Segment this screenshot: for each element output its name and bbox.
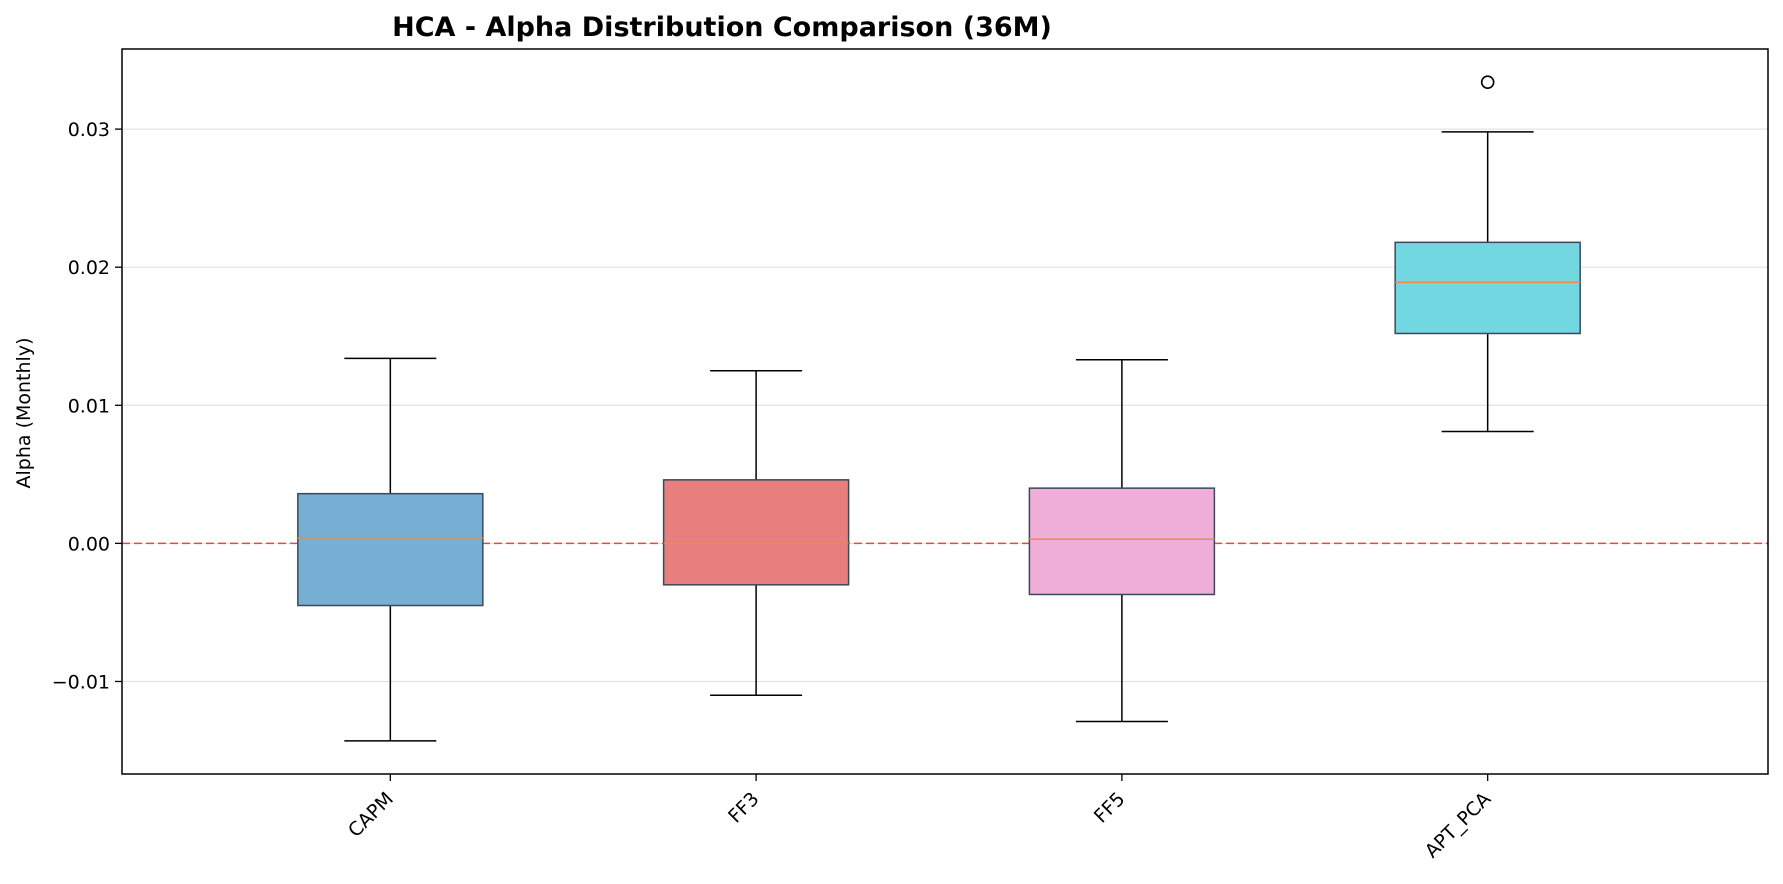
- chart-title: HCA - Alpha Distribution Comparison (36M…: [392, 12, 1052, 43]
- x-tick-label: CAPM: [344, 788, 398, 842]
- box-ff5: [1028, 358, 1216, 723]
- y-tick-label: −0.01: [52, 671, 110, 693]
- iqr-box: [1394, 241, 1581, 335]
- y-tick-label: 0.01: [68, 395, 110, 417]
- x-tick-label: FF5: [1090, 788, 1130, 828]
- iqr-box: [297, 492, 484, 607]
- x-tick-label: APT_PCA: [1421, 788, 1495, 862]
- y-tick-label: 0.02: [68, 257, 110, 279]
- y-tick-label: 0.03: [68, 119, 110, 141]
- y-tick-label: 0.00: [68, 533, 110, 555]
- box-ff3: [662, 370, 850, 697]
- iqr-box: [1028, 487, 1216, 596]
- boxes: [297, 75, 1581, 742]
- box-apt-pca: [1394, 75, 1581, 433]
- x-tick-label: FF3: [724, 788, 764, 828]
- box-capm: [297, 357, 484, 742]
- y-axis-label: Alpha (Monthly): [13, 338, 35, 489]
- iqr-box: [662, 479, 850, 586]
- plot-frame: [121, 48, 1769, 775]
- outlier-point: [1480, 75, 1495, 89]
